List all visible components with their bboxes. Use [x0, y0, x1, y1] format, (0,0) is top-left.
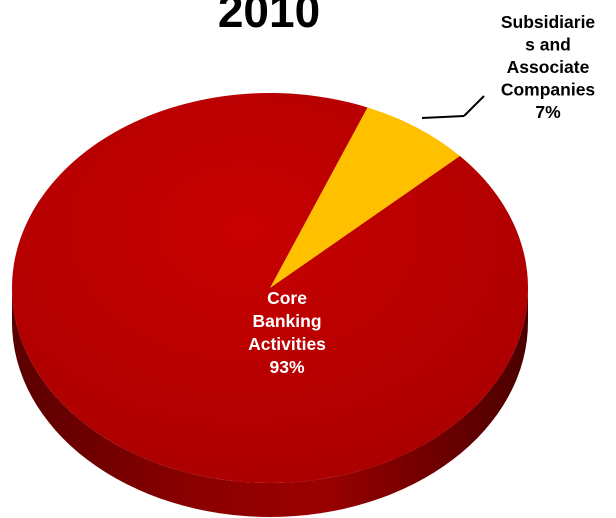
slice-label-line: Companies	[501, 80, 596, 100]
slice-label-0: Subsidiarie s and Associate Companies 7%	[501, 12, 596, 122]
slice-label-line: Activities	[248, 334, 326, 354]
pie-top-layer	[12, 93, 529, 484]
slice-value-label: 7%	[535, 102, 561, 122]
slice-labels: Subsidiarie s and Associate Companies 7% Core…	[248, 12, 595, 377]
pie-slice-0	[270, 107, 460, 289]
slice-label-line: Subsidiarie	[501, 12, 596, 32]
slice-label-line: Banking	[252, 311, 321, 331]
slice-label-line: Associate	[507, 57, 590, 77]
leader-line	[421, 115, 465, 119]
chart-title: 2010	[218, 0, 320, 37]
leader-line-2	[463, 95, 485, 117]
slice-label-line: Core	[267, 288, 307, 308]
slice-value-label: 93%	[269, 357, 304, 377]
slice-label-1: Core Banking Activities 93%	[248, 288, 326, 377]
pie-depth-layer	[12, 288, 528, 517]
pie-slice-1	[12, 93, 529, 484]
slice-label-line: s and	[525, 35, 571, 55]
pie-side-wall	[12, 288, 528, 517]
